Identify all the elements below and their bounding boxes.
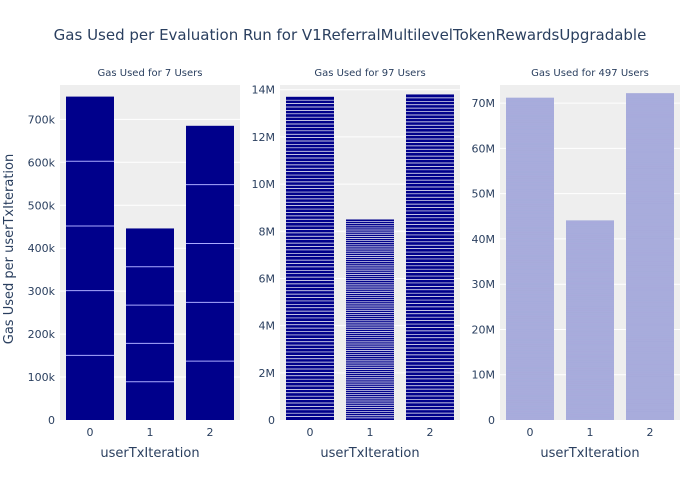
chart-title: Gas Used per Evaluation Run for V1Referr… bbox=[54, 26, 647, 44]
bar-segment-lines bbox=[126, 266, 174, 383]
bar-segments bbox=[346, 221, 394, 419]
bar-segment-lines bbox=[346, 221, 394, 419]
bar-segment-lines bbox=[186, 184, 234, 362]
bar-segments bbox=[406, 97, 454, 417]
x-tick-label: 2 bbox=[647, 426, 654, 439]
y-tick-label: 8M bbox=[259, 225, 276, 238]
y-tick-label: 20M bbox=[472, 323, 496, 336]
y-tick-label: 30M bbox=[472, 278, 496, 291]
x-axis-label: userTxIteration bbox=[100, 446, 199, 461]
bar bbox=[66, 96, 114, 420]
bar bbox=[286, 96, 334, 420]
bar-segments bbox=[186, 184, 234, 362]
y-tick-label: 50M bbox=[472, 188, 496, 201]
panel-2: 0 10M 20M 30M 40M 50M 60M 70M Gas Used for 497 U… bbox=[472, 68, 680, 461]
bar-segments bbox=[506, 98, 554, 420]
bar bbox=[506, 97, 554, 421]
bar bbox=[406, 94, 454, 421]
x-tick-label: 1 bbox=[147, 426, 154, 439]
y-tick-label: 500k bbox=[28, 199, 56, 212]
y-tick-label: 14M bbox=[252, 84, 276, 97]
bar-segments bbox=[566, 220, 614, 420]
panel-subtitle: Gas Used for 7 Users bbox=[98, 68, 203, 79]
y-tick-label: 400k bbox=[28, 242, 56, 255]
bar-segments bbox=[126, 266, 174, 383]
bar-segment-lines bbox=[566, 220, 614, 420]
x-tick-label: 1 bbox=[367, 426, 374, 439]
y-tick-label: 10M bbox=[472, 369, 496, 382]
y-tick-label: 0 bbox=[488, 414, 495, 427]
y-tick-label: 700k bbox=[28, 113, 56, 126]
y-tick-label: 300k bbox=[28, 285, 56, 298]
y-tick-label: 60M bbox=[472, 142, 496, 155]
panel-1: 0 2M 4M 6M 8M 10M 12M 14M Gas Used for 97 Users 0… bbox=[252, 68, 460, 461]
bar-segments bbox=[626, 93, 674, 420]
y-tick-label: 4M bbox=[259, 320, 276, 333]
y-tick-label: 0 bbox=[48, 414, 55, 427]
y-tick-label: 200k bbox=[28, 328, 56, 341]
x-axis-label: userTxIteration bbox=[320, 446, 419, 461]
y-axis-label: Gas Used per userTxIteration bbox=[2, 154, 17, 344]
y-tick-label: 70M bbox=[472, 97, 496, 110]
bar bbox=[126, 228, 174, 420]
bar bbox=[626, 93, 674, 420]
x-tick-label: 0 bbox=[527, 426, 534, 439]
panels-group: 0 100k 200k 300k 400k 500k 600k 700k Gas Used fo… bbox=[28, 68, 680, 461]
x-tick-label: 0 bbox=[307, 426, 314, 439]
bar bbox=[566, 220, 614, 420]
bar-segment-lines bbox=[506, 98, 554, 420]
bar-segment-lines bbox=[626, 93, 674, 420]
y-tick-label: 600k bbox=[28, 156, 56, 169]
bar bbox=[186, 125, 234, 421]
panel-subtitle: Gas Used for 97 Users bbox=[314, 68, 425, 79]
x-tick-label: 2 bbox=[427, 426, 434, 439]
y-tick-label: 12M bbox=[252, 131, 276, 144]
bar-segment-lines bbox=[286, 99, 334, 417]
y-tick-label: 0 bbox=[268, 414, 275, 427]
y-tick-label: 6M bbox=[259, 272, 276, 285]
x-axis-label: userTxIteration bbox=[540, 446, 639, 461]
bar-segment-lines bbox=[406, 97, 454, 417]
bar-segments bbox=[66, 160, 114, 356]
bar-segments bbox=[286, 99, 334, 417]
bar-segment-lines bbox=[66, 160, 114, 356]
y-tick-label: 10M bbox=[252, 178, 276, 191]
y-tick-label: 100k bbox=[28, 371, 56, 384]
x-tick-label: 0 bbox=[87, 426, 94, 439]
x-tick-label: 1 bbox=[587, 426, 594, 439]
y-tick-label: 40M bbox=[472, 233, 496, 246]
bar bbox=[346, 219, 394, 420]
panel-0: 0 100k 200k 300k 400k 500k 600k 700k Gas Used fo… bbox=[28, 68, 240, 461]
panel-subtitle: Gas Used for 497 Users bbox=[531, 68, 649, 79]
y-tick-label: 2M bbox=[259, 367, 276, 380]
x-tick-label: 2 bbox=[207, 426, 214, 439]
